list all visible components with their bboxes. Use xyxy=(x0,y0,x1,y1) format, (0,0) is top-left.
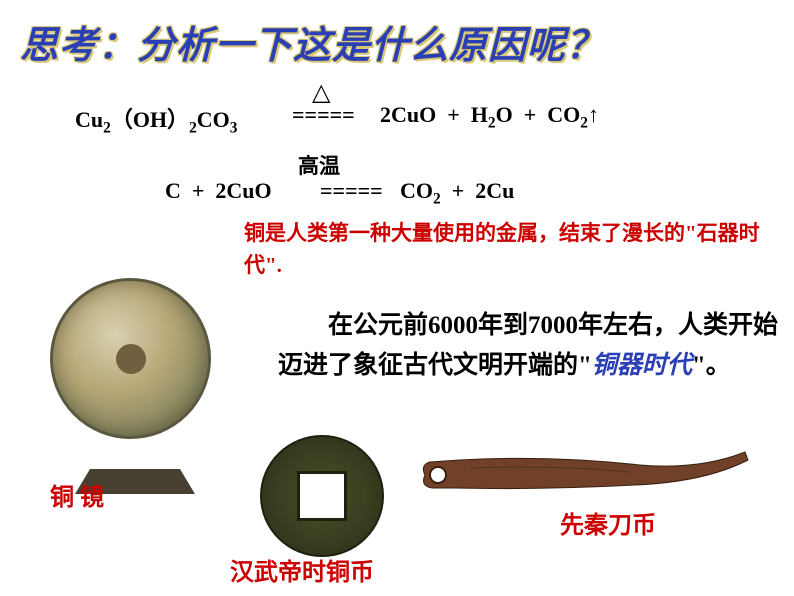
bronze-era-term: 铜器时代 xyxy=(592,352,692,379)
knife-coin-image xyxy=(410,440,750,510)
mirror-disc xyxy=(50,278,211,439)
coin-label: 汉武帝时铜币 xyxy=(230,555,374,591)
equation-1-left: Cu2（OH）2CO3 xyxy=(75,102,237,137)
main-body-text: 在公元前6000年到7000年左右，人类开始迈进了象征古代文明开端的"铜器时代"… xyxy=(278,306,778,386)
equation-1-right: 2CuO + H2O + CO2↑ xyxy=(380,102,599,132)
equation-2-condition: 高温 xyxy=(298,150,340,180)
copper-info-text: 铜是人类第一种大量使用的金属，结束了漫长的"石器时代". xyxy=(244,218,764,281)
equation-2-right: CO2 + 2Cu xyxy=(400,178,514,208)
equation-2-left: C + 2CuO xyxy=(165,178,272,204)
knife-label: 先秦刀币 xyxy=(560,508,656,544)
mirror-center xyxy=(116,344,146,374)
han-coin-image xyxy=(260,435,384,557)
slide-title: 思考：分析一下这是什么原因呢？ xyxy=(20,14,605,69)
equation-2-arrow: ===== xyxy=(320,178,383,204)
equation-1-arrow: ===== xyxy=(292,102,355,128)
mirror-label: 铜 镜 xyxy=(50,480,104,516)
bronze-mirror-image xyxy=(50,278,220,478)
main-text-suffix: "。 xyxy=(692,352,731,379)
coin-hole xyxy=(297,471,347,521)
